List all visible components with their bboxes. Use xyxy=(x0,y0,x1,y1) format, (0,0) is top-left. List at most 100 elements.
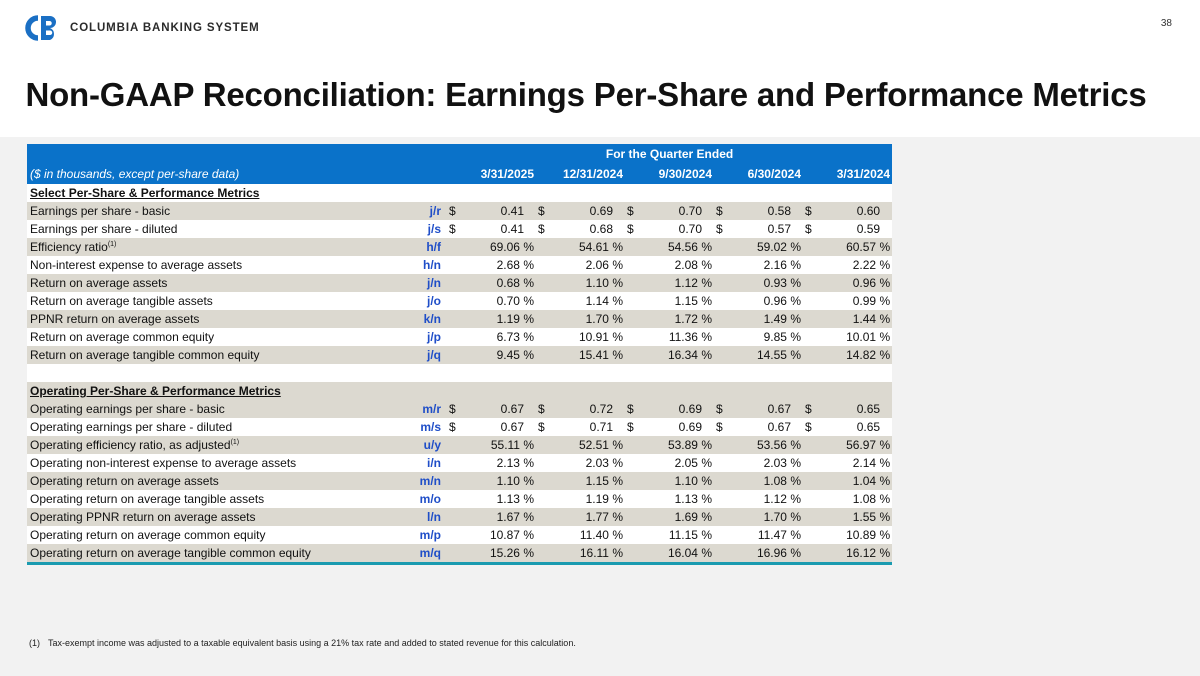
percent-sign: % xyxy=(879,510,891,524)
column-header: 3/31/2024 xyxy=(803,164,893,184)
percent-sign: % xyxy=(701,348,712,362)
currency-symbol xyxy=(803,508,825,526)
currency-symbol: $ xyxy=(803,202,825,220)
metric-value: 9.85 % xyxy=(736,328,803,346)
currency-symbol xyxy=(536,454,558,472)
currency-symbol: $ xyxy=(447,202,469,220)
currency-symbol xyxy=(625,508,647,526)
currency-symbol xyxy=(803,436,825,454)
column-header: 9/30/2024 xyxy=(625,164,714,184)
formula-ref: m/n xyxy=(397,472,447,490)
metric-value: 2.68 % xyxy=(469,256,536,274)
metric-value: 0.65 xyxy=(825,418,893,436)
table-row: Return on average tangible common equity… xyxy=(27,346,893,364)
percent-sign: % xyxy=(701,474,712,488)
footnote: (1) Tax-exempt income was adjusted to a t… xyxy=(29,638,576,648)
percent-sign: % xyxy=(701,258,712,272)
percent-sign: % xyxy=(879,312,891,326)
currency-symbol xyxy=(625,454,647,472)
percent-sign: % xyxy=(879,546,891,560)
table-row: Return on average tangible assets j/o 0.70… xyxy=(27,292,893,310)
metric-value: 2.03 % xyxy=(736,454,803,472)
table-row: Non-interest expense to average assets h/… xyxy=(27,256,893,274)
currency-symbol: $ xyxy=(536,220,558,238)
percent-sign: % xyxy=(790,312,801,326)
section-title: Operating Per-Share & Performance Metric… xyxy=(30,384,281,398)
currency-symbol xyxy=(536,346,558,364)
table-row: Earnings per share - basic j/r $0.41 $0.69 $… xyxy=(27,202,893,220)
formula-ref: k/n xyxy=(397,310,447,328)
percent-sign: % xyxy=(879,330,891,344)
metric-value: 1.15 % xyxy=(647,292,714,310)
formula-ref: m/r xyxy=(397,400,447,418)
footnote-ref: (1) xyxy=(107,241,117,248)
metric-value: 0.93 % xyxy=(736,274,803,292)
units-label: ($ in thousands, except per-share data) xyxy=(27,164,447,184)
currency-symbol xyxy=(536,328,558,346)
formula-ref: j/q xyxy=(397,346,447,364)
metric-value: 0.70 xyxy=(647,220,714,238)
percent-sign: % xyxy=(612,456,623,470)
currency-symbol: $ xyxy=(803,400,825,418)
section-title: Select Per-Share & Performance Metrics xyxy=(30,186,260,200)
currency-symbol: $ xyxy=(536,202,558,220)
currency-symbol: $ xyxy=(625,418,647,436)
period-header-row: For the Quarter Ended xyxy=(27,144,893,164)
currency-symbol xyxy=(714,346,736,364)
formula-ref: m/s xyxy=(397,418,447,436)
metric-value: 52.51 % xyxy=(558,436,625,454)
percent-sign: % xyxy=(612,312,623,326)
table-row: Operating return on average tangible ass… xyxy=(27,490,893,508)
formula-ref: j/s xyxy=(397,220,447,238)
metric-value: 2.08 % xyxy=(647,256,714,274)
currency-symbol: $ xyxy=(625,202,647,220)
percent-sign: % xyxy=(790,258,801,272)
metric-value: 1.10 % xyxy=(558,274,625,292)
currency-symbol xyxy=(714,328,736,346)
percent-sign: % xyxy=(523,492,534,506)
table-row: Efficiency ratio(1) h/f 69.06 % 54.61 % 54.5… xyxy=(27,238,893,256)
formula-ref: m/o xyxy=(397,490,447,508)
currency-symbol xyxy=(447,544,469,565)
table-row: Operating return on average assets m/n 1.1… xyxy=(27,472,893,490)
percent-sign: % xyxy=(523,330,534,344)
percent-sign: % xyxy=(612,240,623,254)
currency-symbol xyxy=(625,328,647,346)
currency-symbol: $ xyxy=(714,220,736,238)
currency-symbol xyxy=(447,256,469,274)
percent-sign: % xyxy=(523,528,534,542)
metric-value: 0.69 xyxy=(647,400,714,418)
table-row: PPNR return on average assets k/n 1.19 % 1.… xyxy=(27,310,893,328)
percent-sign: % xyxy=(523,240,534,254)
spacer-row xyxy=(27,364,893,382)
metric-value: 1.10 % xyxy=(469,472,536,490)
formula-ref: m/p xyxy=(397,526,447,544)
percent-sign: % xyxy=(612,474,623,488)
currency-symbol xyxy=(447,526,469,544)
percent-sign: % xyxy=(879,474,891,488)
currency-symbol xyxy=(803,454,825,472)
metric-value: 0.58 xyxy=(736,202,803,220)
table-row: Return on average assets j/n 0.68 % 1.10 % 1… xyxy=(27,274,893,292)
metric-value: 1.19 % xyxy=(558,490,625,508)
currency-symbol xyxy=(803,346,825,364)
metric-label: Earnings per share - basic xyxy=(27,202,397,220)
metric-value: 0.67 xyxy=(736,400,803,418)
metric-label: Operating efficiency ratio, as adjusted(… xyxy=(27,436,397,454)
metric-value: 1.12 % xyxy=(647,274,714,292)
percent-sign: % xyxy=(612,528,623,542)
currency-symbol xyxy=(714,274,736,292)
formula-ref: j/r xyxy=(397,202,447,220)
currency-symbol xyxy=(447,328,469,346)
percent-sign: % xyxy=(790,240,801,254)
metric-value: 1.69 % xyxy=(647,508,714,526)
currency-symbol xyxy=(625,346,647,364)
percent-sign: % xyxy=(790,528,801,542)
currency-symbol xyxy=(447,454,469,472)
metric-value: 0.65 xyxy=(825,400,893,418)
currency-symbol xyxy=(447,490,469,508)
currency-symbol xyxy=(803,256,825,274)
currency-symbol xyxy=(625,472,647,490)
company-name: COLUMBIA BANKING SYSTEM xyxy=(70,22,260,34)
metric-value: 60.57 % xyxy=(825,238,893,256)
